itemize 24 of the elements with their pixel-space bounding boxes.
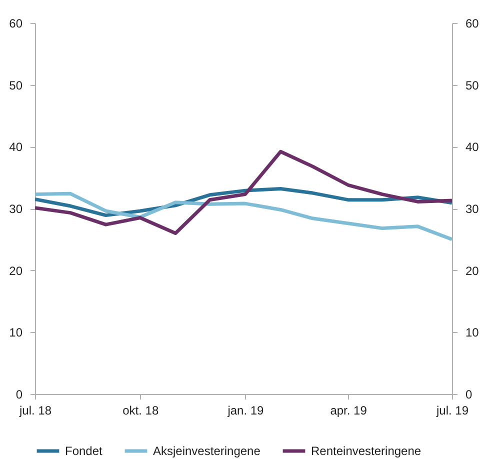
y2-tick-label: 0 xyxy=(466,388,472,402)
x-tick-label: jul. 19 xyxy=(435,404,469,418)
y2-tick-label: 20 xyxy=(466,264,480,278)
x-tick-label: okt. 18 xyxy=(122,404,159,418)
y2-tick-label: 30 xyxy=(466,202,480,216)
legend-label: Renteinvesteringene xyxy=(311,444,422,458)
y-tick-label: 30 xyxy=(9,202,23,216)
y2-tick-label: 10 xyxy=(466,326,480,340)
legend-label: Aksjeinvesteringene xyxy=(153,444,261,458)
y2-tick-label: 50 xyxy=(466,78,480,92)
y-tick-label: 40 xyxy=(9,140,23,154)
y-tick-label: 10 xyxy=(9,326,23,340)
y2-tick-label: 40 xyxy=(466,140,480,154)
x-tick-label: jul. 18 xyxy=(18,404,52,418)
y-tick-label: 20 xyxy=(9,264,23,278)
y2-tick-label: 60 xyxy=(466,16,480,30)
y-tick-label: 60 xyxy=(9,16,23,30)
x-tick-label: apr. 19 xyxy=(330,404,368,418)
x-tick-label: jan. 19 xyxy=(226,404,264,418)
legend-label: Fondet xyxy=(65,444,104,458)
y-tick-label: 50 xyxy=(9,78,23,92)
line-series xyxy=(35,192,452,242)
line-series xyxy=(35,150,452,235)
y-tick-label: 0 xyxy=(16,388,23,402)
